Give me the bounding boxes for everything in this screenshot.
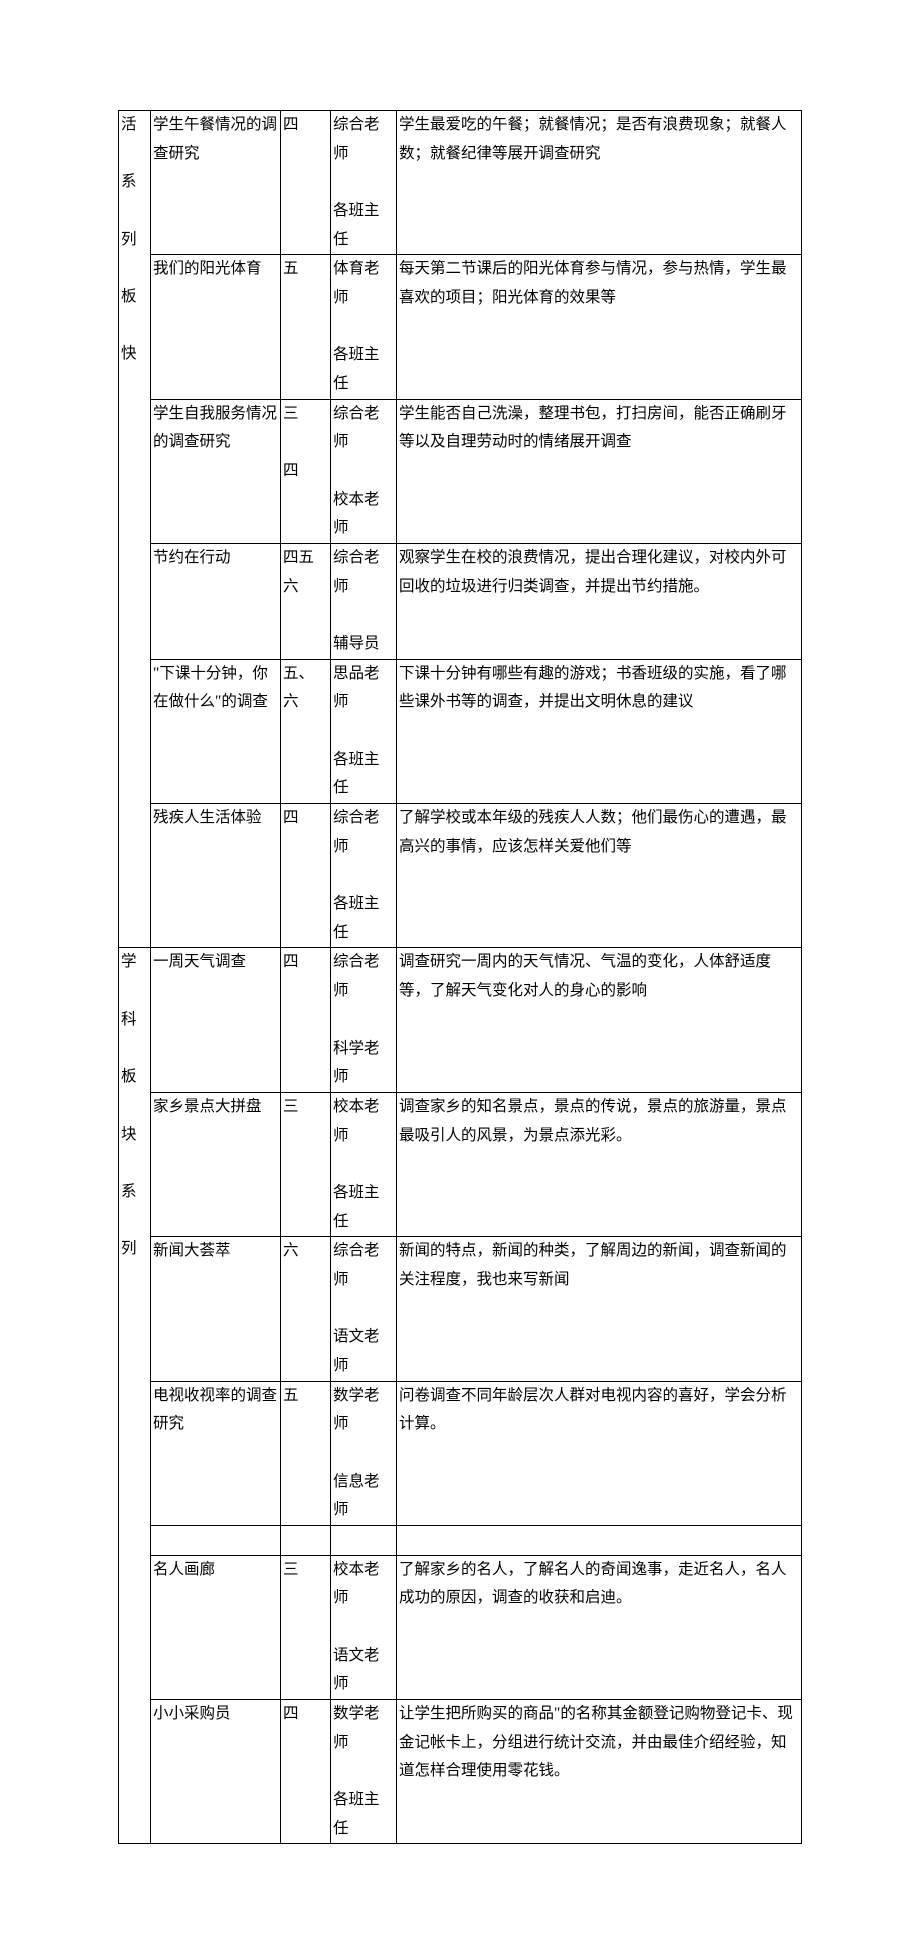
grade-cell: 三 四 bbox=[281, 399, 331, 543]
description-cell: 调查研究一周内的天气情况、气温的变化，人体舒适度等，了解天气变化对人的身心的影响 bbox=[397, 948, 802, 1092]
category-cell: 学 科 板 块 系 列 bbox=[119, 948, 151, 1844]
description-cell: 了解学校或本年级的残疾人人数；他们最伤心的遭遇，最高兴的事情，应该怎样关爱他们等 bbox=[397, 804, 802, 948]
topic-cell bbox=[151, 1525, 281, 1555]
topic-cell: 一周天气调查 bbox=[151, 948, 281, 1092]
teacher-cell: 综合老师 各班主任 bbox=[331, 804, 397, 948]
topic-cell: 家乡景点大拼盘 bbox=[151, 1092, 281, 1236]
topic-cell: 小小采购员 bbox=[151, 1699, 281, 1843]
teacher-cell: 校本老师 各班主任 bbox=[331, 1092, 397, 1236]
grade-cell: 五 bbox=[281, 1381, 331, 1525]
grade-cell: 五、六 bbox=[281, 659, 331, 803]
topic-cell: 新闻大荟萃 bbox=[151, 1237, 281, 1381]
grade-cell: 四 bbox=[281, 948, 331, 1092]
table-row: 我们的阳光体育五体育老师 各班主任每天第二节课后的阳光体育参与情况，参与热情，学… bbox=[119, 255, 802, 399]
table-row: 学生自我服务情况的调查研究三 四综合老师 校本老师学生能否自己洗澡，整理书包，打… bbox=[119, 399, 802, 543]
description-cell: 问卷调查不同年龄层次人群对电视内容的喜好，学会分析计算。 bbox=[397, 1381, 802, 1525]
table-row: 电视收视率的调查研究五数学老师 信息老师问卷调查不同年龄层次人群对电视内容的喜好… bbox=[119, 1381, 802, 1525]
teacher-cell: 综合老师 语文老师 bbox=[331, 1237, 397, 1381]
topic-cell: 电视收视率的调查研究 bbox=[151, 1381, 281, 1525]
table-row: 家乡景点大拼盘三校本老师 各班主任调查家乡的知名景点，景点的传说，景点的旅游量，… bbox=[119, 1092, 802, 1236]
description-cell bbox=[397, 1525, 802, 1555]
teacher-cell: 综合老师 各班主任 bbox=[331, 111, 397, 255]
grade-cell: 三 bbox=[281, 1092, 331, 1236]
table-row: "下课十分钟，你在做什么"的调查五、六思品老师 各班主任下课十分钟有哪些有趣的游… bbox=[119, 659, 802, 803]
grade-cell: 四 bbox=[281, 804, 331, 948]
topic-cell: 我们的阳光体育 bbox=[151, 255, 281, 399]
teacher-cell: 校本老师 语文老师 bbox=[331, 1555, 397, 1699]
table-row: 小小采购员四数学老师 各班主任让学生把所购买的商品"的名称其金额登记购物登记卡、… bbox=[119, 1699, 802, 1843]
description-cell: 新闻的特点，新闻的种类，了解周边的新闻，调查新闻的关注程度，我也来写新闻 bbox=[397, 1237, 802, 1381]
table-row: 新闻大荟萃六综合老师 语文老师新闻的特点，新闻的种类，了解周边的新闻，调查新闻的… bbox=[119, 1237, 802, 1381]
grade-cell bbox=[281, 1525, 331, 1555]
description-cell: 学生能否自己洗澡，整理书包，打扫房间，能否正确刷牙等以及自理劳动时的情绪展开调查 bbox=[397, 399, 802, 543]
teacher-cell: 思品老师 各班主任 bbox=[331, 659, 397, 803]
table-row: 残疾人生活体验四综合老师 各班主任了解学校或本年级的残疾人人数；他们最伤心的遭遇… bbox=[119, 804, 802, 948]
topic-cell: 学生自我服务情况的调查研究 bbox=[151, 399, 281, 543]
curriculum-table: 活 系 列 板 快学生午餐情况的调查研究四综合老师 各班主任学生最爱吃的午餐；就… bbox=[118, 110, 802, 1844]
table-row: 名人画廊三校本老师 语文老师了解家乡的名人，了解名人的奇闻逸事，走近名人，名人成… bbox=[119, 1555, 802, 1699]
description-cell: 观察学生在校的浪费情况，提出合理化建议，对校内外可回收的垃圾进行归类调查，并提出… bbox=[397, 544, 802, 660]
description-cell: 调查家乡的知名景点，景点的传说，景点的旅游量，景点最吸引人的风景，为景点添光彩。 bbox=[397, 1092, 802, 1236]
teacher-cell: 数学老师 各班主任 bbox=[331, 1699, 397, 1843]
teacher-cell: 综合老师 辅导员 bbox=[331, 544, 397, 660]
teacher-cell: 体育老师 各班主任 bbox=[331, 255, 397, 399]
grade-cell: 六 bbox=[281, 1237, 331, 1381]
topic-cell: 名人画廊 bbox=[151, 1555, 281, 1699]
description-cell: 让学生把所购买的商品"的名称其金额登记购物登记卡、现金记帐卡上，分组进行统计交流… bbox=[397, 1699, 802, 1843]
category-cell: 活 系 列 板 快 bbox=[119, 111, 151, 948]
teacher-cell bbox=[331, 1525, 397, 1555]
teacher-cell: 综合老师 校本老师 bbox=[331, 399, 397, 543]
grade-cell: 四 bbox=[281, 1699, 331, 1843]
table-row bbox=[119, 1525, 802, 1555]
teacher-cell: 综合老师 科学老师 bbox=[331, 948, 397, 1092]
grade-cell: 三 bbox=[281, 1555, 331, 1699]
topic-cell: 学生午餐情况的调查研究 bbox=[151, 111, 281, 255]
teacher-cell: 数学老师 信息老师 bbox=[331, 1381, 397, 1525]
topic-cell: 残疾人生活体验 bbox=[151, 804, 281, 948]
description-cell: 了解家乡的名人，了解名人的奇闻逸事，走近名人，名人成功的原因，调查的收获和启迪。 bbox=[397, 1555, 802, 1699]
table-row: 活 系 列 板 快学生午餐情况的调查研究四综合老师 各班主任学生最爱吃的午餐；就… bbox=[119, 111, 802, 255]
description-cell: 学生最爱吃的午餐；就餐情况；是否有浪费现象；就餐人数；就餐纪律等展开调查研究 bbox=[397, 111, 802, 255]
description-cell: 下课十分钟有哪些有趣的游戏；书香班级的实施，看了哪些课外书等的调查，并提出文明休… bbox=[397, 659, 802, 803]
table-row: 学 科 板 块 系 列一周天气调查四综合老师 科学老师调查研究一周内的天气情况、… bbox=[119, 948, 802, 1092]
topic-cell: "下课十分钟，你在做什么"的调查 bbox=[151, 659, 281, 803]
topic-cell: 节约在行动 bbox=[151, 544, 281, 660]
description-cell: 每天第二节课后的阳光体育参与情况，参与热情，学生最喜欢的项目；阳光体育的效果等 bbox=[397, 255, 802, 399]
grade-cell: 四 bbox=[281, 111, 331, 255]
table-row: 节约在行动四五六综合老师 辅导员观察学生在校的浪费情况，提出合理化建议，对校内外… bbox=[119, 544, 802, 660]
grade-cell: 四五六 bbox=[281, 544, 331, 660]
document-page: 活 系 列 板 快学生午餐情况的调查研究四综合老师 各班主任学生最爱吃的午餐；就… bbox=[0, 0, 920, 1954]
grade-cell: 五 bbox=[281, 255, 331, 399]
